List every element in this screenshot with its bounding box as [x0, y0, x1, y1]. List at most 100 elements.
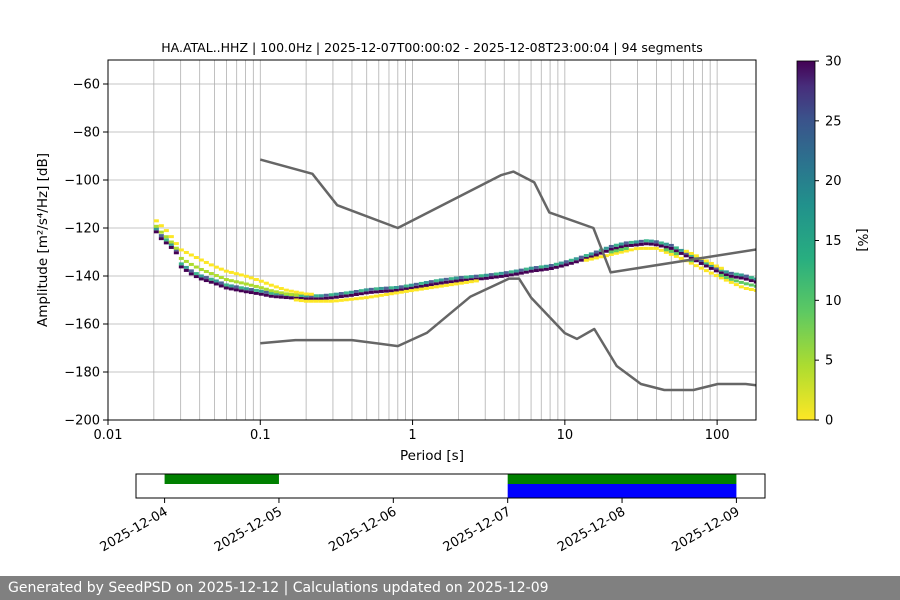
- heatmap-cell-mid: [268, 291, 274, 295]
- heatmap-cell-mid: [168, 242, 174, 246]
- heatmap-cell-mode: [488, 276, 494, 280]
- heatmap-cell-mid: [303, 294, 309, 298]
- heatmap-cell-mode: [753, 280, 756, 284]
- heatmap-cell-mid: [273, 292, 279, 296]
- heatmap-cell-lower: [583, 258, 589, 262]
- heatmap-cell-lower: [333, 299, 339, 303]
- heatmap-cell-mid: [728, 271, 734, 275]
- heatmap-cell-mode: [503, 274, 509, 278]
- heatmap-cell-upper-mid: [188, 262, 194, 266]
- heatmap-cell-mid: [233, 285, 239, 289]
- heatmap-cell-upper: [708, 261, 714, 265]
- heatmap-cell-mid: [413, 282, 419, 286]
- heatmap-cell-upper: [208, 263, 214, 267]
- heatmap-cell-mid: [713, 266, 719, 270]
- heatmap-cell-mode: [493, 275, 499, 279]
- heatmap-cell-mid: [578, 255, 584, 259]
- heatmap-cell-lower-mid: [663, 248, 669, 252]
- heatmap-cell-mode: [558, 264, 564, 268]
- timeline-frame: [135, 473, 766, 499]
- heatmap-cell-mid: [613, 243, 619, 247]
- heatmap-cell-mode: [183, 268, 189, 272]
- heatmap-cell-upper: [223, 269, 229, 273]
- heatmap-cell-lower: [468, 280, 474, 284]
- heatmap-cell-lower: [328, 299, 334, 303]
- heatmap-cell-mid: [603, 246, 609, 250]
- heatmap-cell-upper: [188, 253, 194, 257]
- footer-text: Generated by SeedPSD on 2025-12-12 | Cal…: [0, 576, 900, 600]
- heatmap-cell-mid: [703, 261, 709, 265]
- heatmap-cell-mid: [383, 286, 389, 290]
- heatmap-cell-mode: [158, 237, 164, 241]
- heatmap-cell-upper: [173, 242, 179, 246]
- heatmap-cell-mode: [268, 294, 274, 298]
- heatmap-cell-mid: [178, 262, 184, 266]
- heatmap-cell-lower: [418, 287, 424, 291]
- heatmap-cell-upper-mid: [208, 272, 214, 276]
- heatmap-cell-mid: [443, 277, 449, 281]
- timeline-bar-psd: [507, 484, 737, 498]
- heatmap-cell-mode: [658, 244, 664, 248]
- heatmap-cell-lower-mid: [738, 280, 744, 284]
- heatmap-cell-upper: [703, 259, 709, 263]
- heatmap-cell-mode: [288, 296, 294, 300]
- heatmap-cell-mode: [433, 282, 439, 286]
- heatmap-cell-mode: [408, 286, 414, 290]
- heatmap-cell-lower: [718, 276, 724, 280]
- heatmap-cell-upper: [713, 264, 719, 268]
- heatmap-cell-mode: [308, 297, 314, 301]
- heatmap-cell-mid: [398, 285, 404, 289]
- heatmap-cell-mid: [433, 279, 439, 283]
- heatmap-cell-lower: [748, 287, 754, 291]
- noise-model-low: [260, 277, 756, 392]
- heatmap-cell-lower: [703, 269, 709, 273]
- heatmap-cell-mode: [608, 247, 614, 251]
- heatmap-cell-lower-mid: [673, 252, 679, 256]
- heatmap-cell-lower: [323, 299, 329, 303]
- heatmap-cell-lower: [708, 271, 714, 275]
- heatmap-cell-lower: [613, 251, 619, 255]
- heatmap-cell-mid: [393, 285, 399, 289]
- heatmap-cell-upper: [308, 292, 314, 296]
- heatmap-cell-lower: [403, 289, 409, 293]
- heatmap-cell-mode: [378, 289, 384, 293]
- heatmap-cell-mid: [348, 290, 354, 294]
- heatmap-cell-mid: [513, 269, 519, 273]
- heatmap-cell-mode: [703, 264, 709, 268]
- heatmap-cell-mid: [508, 270, 514, 274]
- heatmap-cell-lower: [313, 299, 319, 303]
- heatmap-cell-upper: [168, 235, 174, 239]
- heatmap-cell-mode: [303, 297, 309, 301]
- heatmap-cell-mode: [663, 245, 669, 249]
- heatmap-cell-mode: [458, 279, 464, 283]
- heatmap-cell-mid: [193, 272, 199, 276]
- heatmap-cell-mid: [498, 271, 504, 275]
- heatmap-cell-mode: [418, 284, 424, 288]
- heatmap-cell-mode: [723, 273, 729, 277]
- heatmap-cell-mid: [263, 290, 269, 294]
- heatmap-cell-mode: [163, 241, 169, 245]
- heatmap-cell-mid: [528, 266, 534, 270]
- timeline-tick-label: 2025-12-09: [669, 504, 742, 555]
- heatmap-cell-mode: [328, 296, 334, 300]
- heatmap-cell-mode: [538, 268, 544, 272]
- heatmap-cell-mid: [733, 272, 739, 276]
- y-tick-label: −60: [73, 78, 100, 93]
- heatmap-cell-mid: [238, 286, 244, 290]
- heatmap-cell-mode: [533, 269, 539, 273]
- heatmap-cell-mid: [198, 274, 204, 278]
- heatmap-cell-upper: [203, 260, 209, 264]
- heatmap-cell-mid: [343, 291, 349, 295]
- heatmap-cell-mode: [388, 289, 394, 293]
- heatmap-cell-mid: [448, 277, 454, 281]
- heatmap-cell-mid: [473, 274, 479, 278]
- y-tick-label: −100: [64, 174, 100, 189]
- heatmap-cell-mode: [623, 244, 629, 248]
- timeline-ticks: 2025-12-04 2025-12-05 2025-12-06 2025-12-07…: [98, 498, 742, 555]
- heatmap-cell-upper: [693, 254, 699, 258]
- heatmap-cell-mid: [743, 274, 749, 278]
- colorbar-ticks: 0 5 10 15 20 25 30: [815, 55, 842, 429]
- heatmap-cell-mid: [353, 289, 359, 293]
- colorbar-tick-label: 25: [825, 114, 842, 129]
- heatmap-cell-mid: [368, 287, 374, 291]
